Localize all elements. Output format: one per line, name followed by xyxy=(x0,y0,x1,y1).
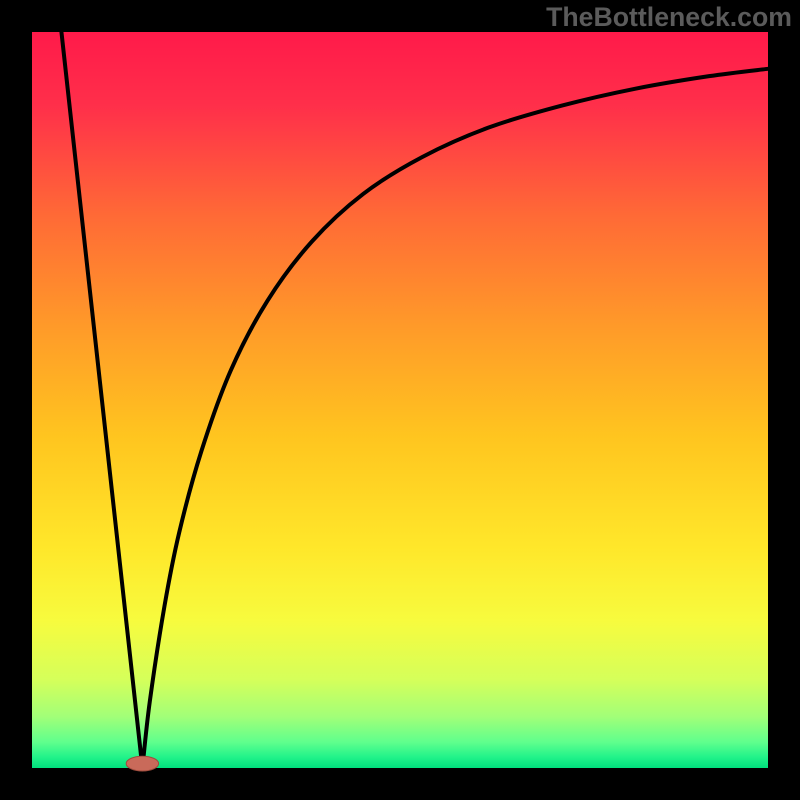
plot-background xyxy=(32,32,768,768)
bottleneck-chart xyxy=(0,0,800,800)
minimum-marker xyxy=(126,756,158,771)
chart-container: TheBottleneck.com xyxy=(0,0,800,800)
